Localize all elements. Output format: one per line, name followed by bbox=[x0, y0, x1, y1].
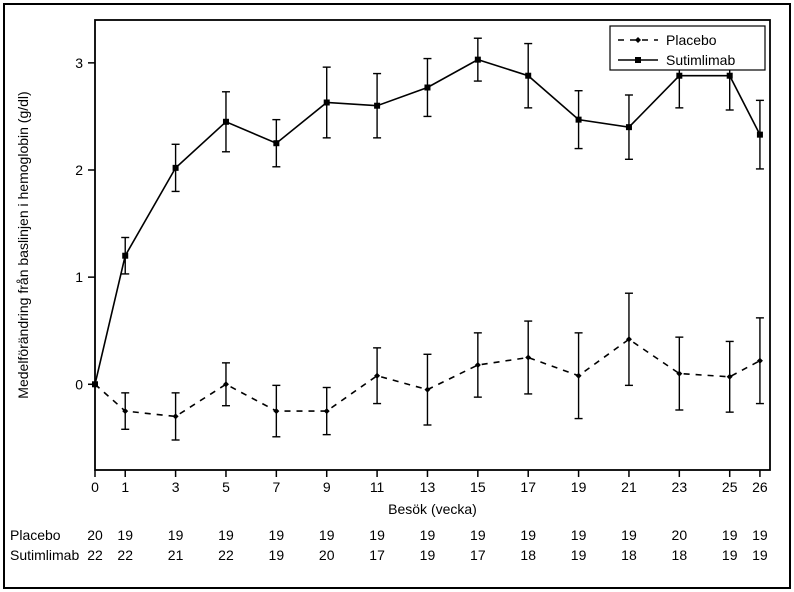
chart-svg: 0123Medelförändring från baslinjen i hem… bbox=[0, 0, 794, 592]
marker-square bbox=[757, 132, 763, 138]
marker-square bbox=[525, 73, 531, 79]
marker-square bbox=[475, 57, 481, 63]
table-cell: 19 bbox=[420, 547, 436, 563]
table-cell: 22 bbox=[87, 547, 103, 563]
marker-square bbox=[92, 381, 98, 387]
marker-diamond bbox=[173, 413, 179, 419]
y-tick-label: 0 bbox=[75, 376, 83, 392]
series-placebo bbox=[92, 293, 764, 440]
x-tick-label: 23 bbox=[672, 479, 688, 495]
table-cell: 19 bbox=[369, 527, 385, 543]
table-row-label: Sutimlimab bbox=[10, 547, 79, 563]
marker-square bbox=[273, 140, 279, 146]
x-tick-label: 1 bbox=[121, 479, 129, 495]
marker-diamond bbox=[576, 373, 582, 379]
marker-square bbox=[727, 73, 733, 79]
marker-square bbox=[424, 85, 430, 91]
y-tick-label: 3 bbox=[75, 55, 83, 71]
legend-label: Placebo bbox=[666, 32, 717, 48]
table-cell: 17 bbox=[369, 547, 385, 563]
table-cell: 19 bbox=[319, 527, 335, 543]
y-tick-label: 2 bbox=[75, 162, 83, 178]
table-cell: 19 bbox=[752, 527, 768, 543]
table-cell: 20 bbox=[319, 547, 335, 563]
x-tick-label: 26 bbox=[752, 479, 768, 495]
table-cell: 19 bbox=[621, 527, 637, 543]
marker-diamond bbox=[475, 362, 481, 368]
table-cell: 19 bbox=[571, 547, 587, 563]
marker-square bbox=[626, 124, 632, 130]
table-cell: 22 bbox=[218, 547, 234, 563]
marker-diamond bbox=[727, 374, 733, 380]
table-cell: 19 bbox=[269, 547, 285, 563]
legend: Placebo Sutimlimab bbox=[610, 26, 765, 70]
x-tick-label: 5 bbox=[222, 479, 230, 495]
x-tick-label: 25 bbox=[722, 479, 738, 495]
x-tick-label: 3 bbox=[172, 479, 180, 495]
legend-label: Sutimlimab bbox=[666, 52, 735, 68]
x-tick-label: 11 bbox=[370, 479, 385, 495]
x-tick-label: 7 bbox=[272, 479, 280, 495]
marker-diamond bbox=[424, 387, 430, 393]
table-cell: 22 bbox=[117, 547, 133, 563]
table-cell: 20 bbox=[87, 527, 103, 543]
x-tick-label: 9 bbox=[323, 479, 331, 495]
marker-diamond bbox=[324, 408, 330, 414]
x-tick-label: 13 bbox=[420, 479, 436, 495]
marker-square bbox=[374, 103, 380, 109]
marker-diamond bbox=[273, 408, 279, 414]
series-sutimlimab bbox=[92, 38, 764, 387]
table-cell: 19 bbox=[722, 547, 738, 563]
table-cell: 19 bbox=[269, 527, 285, 543]
marker-square bbox=[635, 57, 641, 63]
x-tick-label: 17 bbox=[520, 479, 536, 495]
table-cell: 19 bbox=[420, 527, 436, 543]
table-cell: 18 bbox=[520, 547, 536, 563]
table-cell: 17 bbox=[470, 547, 486, 563]
marker-square bbox=[223, 119, 229, 125]
marker-square bbox=[173, 165, 179, 171]
y-axis-label: Medelförändring från baslinjen i hemoglo… bbox=[15, 91, 31, 398]
table-cell: 19 bbox=[722, 527, 738, 543]
y-tick-label: 1 bbox=[75, 269, 83, 285]
table-cell: 19 bbox=[470, 527, 486, 543]
table-cell: 19 bbox=[752, 547, 768, 563]
chart-container: { "chart": { "type": "line-errorbar", "w… bbox=[0, 0, 794, 592]
marker-square bbox=[676, 73, 682, 79]
table-cell: 18 bbox=[621, 547, 637, 563]
marker-square bbox=[576, 117, 582, 123]
x-tick-label: 0 bbox=[91, 479, 99, 495]
x-axis-label: Besök (vecka) bbox=[388, 501, 477, 517]
x-tick-label: 19 bbox=[571, 479, 587, 495]
marker-square bbox=[324, 100, 330, 106]
table-cell: 19 bbox=[520, 527, 536, 543]
x-tick-label: 21 bbox=[621, 479, 637, 495]
table-cell: 19 bbox=[117, 527, 133, 543]
marker-diamond bbox=[525, 355, 531, 361]
table-cell: 19 bbox=[218, 527, 234, 543]
table-cell: 18 bbox=[672, 547, 688, 563]
marker-square bbox=[122, 253, 128, 259]
table-cell: 20 bbox=[672, 527, 688, 543]
table-cell: 19 bbox=[571, 527, 587, 543]
x-tick-label: 15 bbox=[470, 479, 486, 495]
table-cell: 19 bbox=[168, 527, 184, 543]
table-cell: 21 bbox=[168, 547, 184, 563]
marker-diamond bbox=[757, 358, 763, 364]
table-row-label: Placebo bbox=[10, 527, 61, 543]
